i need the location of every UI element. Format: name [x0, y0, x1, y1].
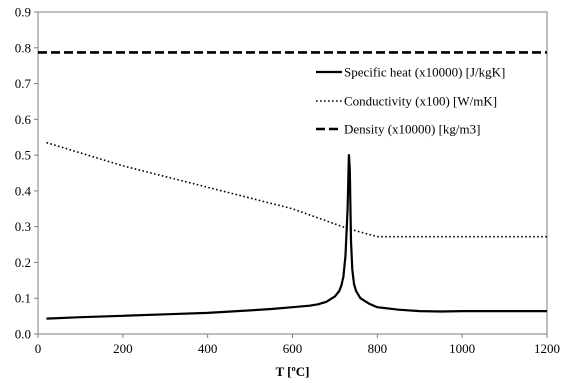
- legend-label: Conductivity (x100) [W/mK]: [344, 94, 497, 109]
- x-tick-label: 600: [283, 341, 303, 356]
- series-line-dotted: [46, 141, 547, 238]
- y-axis: 0.0 0.1 0.2 0.3 0.4 0.5 0.6 0.7 0.8 0.9: [15, 5, 38, 342]
- x-tick-label: 1200: [534, 341, 560, 356]
- y-tick-label: 0.3: [15, 219, 31, 234]
- x-tick-label: 800: [368, 341, 388, 356]
- x-tick-label: 200: [113, 341, 133, 356]
- x-tick-label: 400: [198, 341, 218, 356]
- y-tick-label: 0.6: [15, 112, 32, 127]
- x-axis: 0 200 400 600 800 1000 1200: [35, 334, 560, 356]
- series-layer: [38, 51, 547, 320]
- y-tick-label: 0.0: [15, 327, 31, 342]
- y-tick-label: 0.5: [15, 148, 31, 163]
- legend-label: Specific heat (x10000) [J/kgK]: [344, 65, 505, 80]
- x-axis-title: T [ºC]: [275, 364, 309, 379]
- x-tick-label: 0: [35, 341, 42, 356]
- y-tick-label: 0.2: [15, 255, 31, 270]
- y-tick-label: 0.9: [15, 5, 31, 20]
- legend-label: Density (x10000) [kg/m3]: [344, 122, 480, 137]
- series-line-solid: [46, 154, 547, 320]
- y-tick-label: 0.1: [15, 291, 31, 306]
- y-tick-label: 0.4: [15, 183, 32, 198]
- x-tick-label: 1000: [449, 341, 475, 356]
- y-tick-label: 0.8: [15, 40, 31, 55]
- y-tick-label: 0.7: [15, 76, 32, 91]
- plot-frame: [37, 11, 548, 335]
- legend: Specific heat (x10000) [J/kgK] Conductivi…: [316, 65, 505, 137]
- plot-border: [37, 11, 548, 335]
